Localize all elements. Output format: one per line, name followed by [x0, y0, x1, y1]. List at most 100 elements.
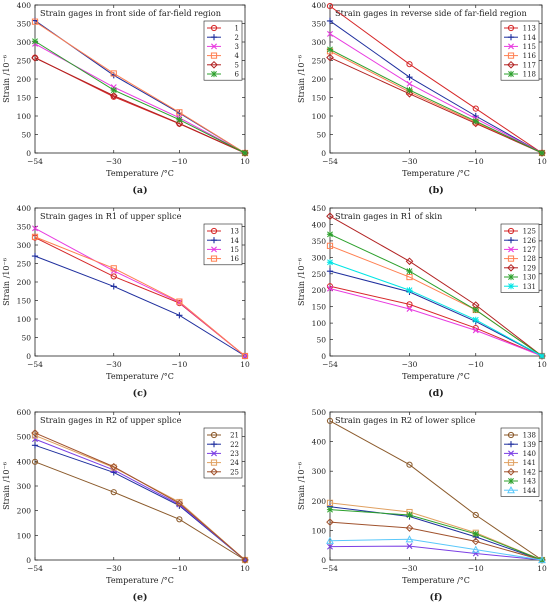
y-tick-label: 0 — [26, 149, 31, 158]
data-point — [31, 442, 39, 449]
legend-label: 117 — [523, 61, 536, 69]
data-point — [326, 53, 334, 62]
legend-entry-4: 4 — [207, 52, 240, 60]
y-tick-label: 350 — [17, 223, 32, 232]
data-point — [406, 273, 413, 281]
legend-label: 140 — [523, 450, 536, 458]
series-127 — [327, 285, 545, 359]
legend-label: 141 — [523, 459, 536, 467]
y-tick-label: 150 — [312, 94, 327, 103]
data-point — [241, 149, 249, 157]
legend-marker — [508, 43, 514, 50]
chart-panel-f: 0 100 200 300 400 500 −54 −30 −10 10 Temperature /… — [297, 408, 547, 603]
data-point — [326, 259, 334, 266]
legend-label: 13 — [230, 228, 239, 236]
data-point — [406, 87, 413, 94]
chart-title: Strain gages in front side of far-field … — [40, 8, 222, 18]
legend-entry-114: 114 — [504, 34, 537, 42]
legend-marker — [507, 467, 515, 476]
legend-entry-6: 6 — [207, 71, 240, 79]
series-144 — [326, 535, 546, 564]
x-tick-label: 10 — [240, 564, 250, 573]
data-point — [327, 543, 333, 550]
y-tick-label: 100 — [17, 112, 32, 121]
data-point — [176, 516, 183, 523]
chart-title: Strain gages in reverse side of far-fiel… — [335, 8, 527, 18]
data-point — [175, 499, 184, 508]
legend-entry-24: 24 — [207, 459, 240, 467]
y-tick-label: 200 — [17, 278, 32, 287]
data-point — [472, 511, 479, 519]
data-point — [326, 536, 334, 544]
y-tick-label: 200 — [17, 75, 32, 84]
data-point — [327, 285, 333, 292]
legend-entry-118: 118 — [504, 71, 536, 79]
y-tick-label: 250 — [312, 270, 327, 279]
y-tick-label: 500 — [312, 408, 327, 417]
series-line — [329, 521, 543, 561]
data-point — [406, 74, 413, 81]
chart-panel-d: 0 50 100 150 200 250 300 350 400 450 −54 −30 −10 10 Te… — [297, 204, 547, 399]
legend-box — [500, 20, 540, 81]
series-line — [329, 545, 543, 561]
series-25 — [31, 429, 249, 564]
series-141 — [326, 499, 546, 564]
chart-title: Strain gages in R2 of upper splice — [40, 415, 182, 425]
series-line — [34, 57, 246, 154]
x-tick-label: −10 — [171, 157, 187, 166]
legend-label: 114 — [523, 34, 537, 42]
data-point — [32, 225, 38, 232]
legend-entry-139: 139 — [504, 441, 536, 449]
y-tick-label: 400 — [17, 204, 32, 213]
legend-entry-127: 127 — [504, 246, 536, 254]
series-line — [329, 20, 543, 154]
legend-marker — [508, 246, 514, 253]
panel-caption: (c) — [133, 388, 148, 399]
legend-entry-129: 129 — [504, 263, 536, 272]
panel-caption: (f) — [429, 592, 442, 603]
legend-label: 15 — [230, 246, 239, 254]
series-line — [34, 432, 246, 561]
series-143 — [326, 506, 546, 564]
data-point — [326, 417, 334, 424]
data-point — [241, 352, 249, 360]
x-tick-label: −54 — [322, 564, 338, 573]
y-tick-label: 200 — [17, 507, 32, 516]
plot-frame — [329, 207, 543, 357]
x-axis-label: Temperature /°C — [402, 169, 470, 178]
series-line — [34, 461, 246, 561]
legend-label: 21 — [230, 432, 239, 440]
y-tick-label: 400 — [17, 457, 32, 466]
legend-label: 139 — [523, 441, 536, 449]
y-axis-label: Strain /10⁻⁶ — [297, 258, 306, 306]
x-axis-label: Temperature /°C — [106, 372, 174, 381]
legend-marker — [210, 467, 218, 476]
y-tick-label: 200 — [312, 497, 327, 506]
data-point — [176, 109, 183, 116]
chart-panel-c: 0 50 100 150 200 250 300 350 400 −54 −30 −10 10 Tempe… — [2, 204, 250, 399]
legend-box — [203, 20, 243, 81]
series-line — [329, 33, 543, 154]
series-line — [34, 21, 246, 154]
data-point — [406, 543, 413, 550]
legend-entry-144: 144 — [504, 486, 537, 495]
legend-marker — [507, 255, 515, 262]
legend-marker — [507, 431, 515, 439]
legend-marker — [507, 52, 515, 59]
y-tick-label: 100 — [312, 319, 327, 328]
y-tick-label: 50 — [21, 334, 31, 343]
series-line — [329, 285, 543, 357]
legend-marker — [507, 441, 515, 448]
legend-marker — [211, 246, 217, 253]
x-tick-label: 10 — [240, 360, 250, 369]
y-tick-label: 50 — [316, 131, 326, 140]
legend-marker — [507, 60, 515, 69]
legend-entry-23: 23 — [207, 450, 239, 458]
data-point — [471, 545, 480, 553]
data-point — [406, 511, 413, 519]
legend-marker — [507, 34, 515, 41]
data-point — [538, 149, 546, 157]
legend-label: 118 — [523, 71, 536, 79]
